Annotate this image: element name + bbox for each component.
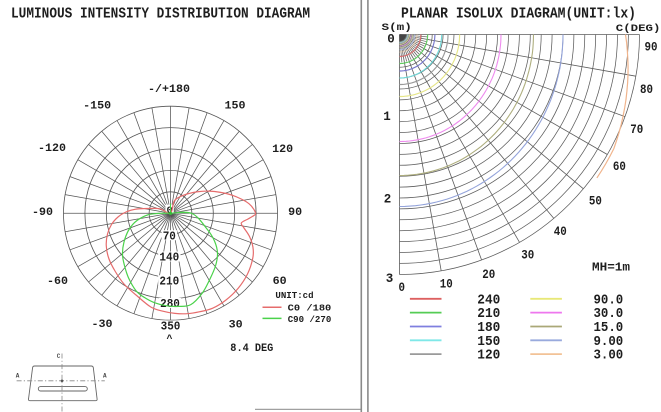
svg-text:180: 180: [477, 320, 500, 336]
svg-text:LUMINOUS INTENSITY DISTRIBUTIO: LUMINOUS INTENSITY DISTRIBUTION DIAGRAM: [11, 6, 310, 22]
svg-text:2: 2: [384, 192, 392, 206]
svg-text:-90: -90: [32, 207, 53, 219]
svg-text:20: 20: [482, 267, 495, 282]
svg-text:8.4 DEG: 8.4 DEG: [230, 343, 273, 355]
svg-text:150: 150: [477, 334, 500, 350]
svg-text:10: 10: [440, 277, 453, 292]
svg-text:90: 90: [645, 40, 658, 55]
svg-text:80: 80: [640, 82, 653, 97]
svg-text:50: 50: [589, 194, 602, 209]
svg-text:30.0: 30.0: [594, 306, 624, 322]
svg-text:-60: -60: [47, 276, 68, 288]
svg-text:120: 120: [272, 144, 293, 156]
svg-text:140: 140: [159, 251, 179, 265]
svg-text:60: 60: [613, 159, 626, 174]
svg-text:150: 150: [225, 100, 246, 112]
svg-text:UNIT:cd: UNIT:cd: [275, 290, 313, 301]
svg-text:90.0: 90.0: [594, 292, 624, 308]
svg-text:120: 120: [477, 348, 500, 364]
svg-text:0: 0: [166, 205, 172, 217]
svg-text:0: 0: [387, 32, 395, 46]
svg-text:A: A: [16, 373, 20, 380]
svg-text:A: A: [103, 373, 107, 380]
svg-text:PLANAR ISOLUX DIAGRAM(UNIT:lx): PLANAR ISOLUX DIAGRAM(UNIT:lx): [401, 6, 636, 22]
svg-text:C(DEG): C(DEG): [616, 23, 661, 34]
svg-text:^: ^: [166, 334, 172, 346]
svg-text:S(m): S(m): [382, 22, 412, 33]
svg-text:-/+180: -/+180: [148, 84, 190, 96]
svg-text:9.00: 9.00: [594, 334, 624, 350]
svg-text:40: 40: [554, 224, 567, 239]
svg-text:MH=1m: MH=1m: [592, 261, 630, 275]
svg-text:-150: -150: [83, 100, 111, 112]
svg-text:30: 30: [521, 248, 534, 263]
svg-text:60: 60: [273, 276, 287, 288]
svg-text:0: 0: [398, 280, 405, 295]
svg-text:-30: -30: [92, 319, 113, 331]
svg-text:C90 /270: C90 /270: [288, 314, 332, 325]
svg-text:240: 240: [477, 292, 500, 308]
svg-text:90: 90: [288, 207, 302, 219]
svg-text:30: 30: [229, 320, 243, 332]
svg-text:70: 70: [163, 229, 176, 243]
svg-text:350: 350: [161, 320, 181, 334]
svg-text:15.0: 15.0: [594, 320, 624, 336]
svg-text:3.00: 3.00: [594, 348, 624, 364]
svg-text:-120: -120: [38, 143, 66, 155]
svg-text:210: 210: [477, 306, 500, 322]
svg-text:210: 210: [159, 274, 179, 288]
svg-text:C0 /180: C0 /180: [288, 303, 332, 314]
svg-text:1: 1: [383, 110, 391, 124]
svg-text:3: 3: [386, 272, 394, 286]
svg-text:70: 70: [630, 122, 643, 137]
svg-text:280: 280: [160, 297, 180, 311]
svg-text:C: C: [57, 353, 61, 360]
